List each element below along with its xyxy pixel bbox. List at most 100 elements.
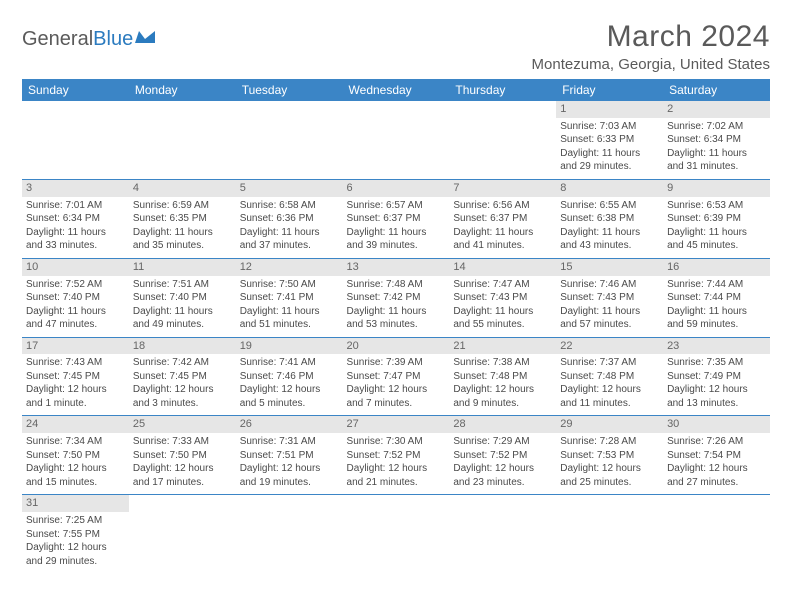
daylight-line-1: Daylight: 12 hours [347, 383, 446, 397]
daylight-line-1: Daylight: 12 hours [26, 541, 125, 555]
daylight-line-1: Daylight: 12 hours [667, 462, 766, 476]
sunrise-line: Sunrise: 6:56 AM [453, 199, 552, 213]
calendar-day-cell: 15Sunrise: 7:46 AMSunset: 7:43 PMDayligh… [556, 258, 663, 337]
daylight-line-1: Daylight: 12 hours [453, 383, 552, 397]
daylight-line-2: and 29 minutes. [560, 160, 659, 174]
calendar-day-cell: 31 Sunrise: 7:25 AMSunset: 7:55 PMDayligh… [22, 495, 129, 573]
calendar-day-cell: 8Sunrise: 6:55 AMSunset: 6:38 PMDaylight… [556, 179, 663, 258]
daylight-line-1: Daylight: 11 hours [133, 226, 232, 240]
day-number: 19 [236, 338, 343, 355]
calendar-day-cell: 26Sunrise: 7:31 AMSunset: 7:51 PMDayligh… [236, 416, 343, 495]
calendar-day-cell: 20Sunrise: 7:39 AMSunset: 7:47 PMDayligh… [343, 337, 450, 416]
sunset-line: Sunset: 6:39 PM [667, 212, 766, 226]
sunset-line: Sunset: 7:45 PM [26, 370, 125, 384]
calendar-day-cell [129, 101, 236, 179]
sunset-line: Sunset: 7:43 PM [560, 291, 659, 305]
day-header: Friday [556, 79, 663, 101]
sunset-line: Sunset: 7:52 PM [453, 449, 552, 463]
calendar-day-cell: 25 Sunrise: 7:33 AMSunset: 7:50 PMDayligh… [129, 416, 236, 495]
day-header: Sunday [22, 79, 129, 101]
sunrise-line: Sunrise: 7:34 AM [26, 435, 125, 449]
sunset-line: Sunset: 7:55 PM [26, 528, 125, 542]
daylight-line-1: Daylight: 11 hours [667, 305, 766, 319]
sunset-line: Sunset: 6:37 PM [347, 212, 446, 226]
day-number: 16 [663, 259, 770, 276]
day-number: 4 [129, 180, 236, 197]
sunset-line: Sunset: 7:50 PM [26, 449, 125, 463]
sunset-line: Sunset: 6:33 PM [560, 133, 659, 147]
sunrise-line: Sunrise: 7:46 AM [560, 278, 659, 292]
sunset-line: Sunset: 6:37 PM [453, 212, 552, 226]
sunrise-line: Sunrise: 7:37 AM [560, 356, 659, 370]
daylight-line-1: Daylight: 11 hours [240, 305, 339, 319]
sunrise-line: Sunrise: 7:33 AM [133, 435, 232, 449]
day-number: 31 [22, 495, 129, 512]
day-number: 17 [22, 338, 129, 355]
sunset-line: Sunset: 7:48 PM [560, 370, 659, 384]
daylight-line-1: Daylight: 11 hours [26, 305, 125, 319]
calendar-day-cell [22, 101, 129, 179]
daylight-line-1: Daylight: 12 hours [453, 462, 552, 476]
daylight-line-1: Daylight: 12 hours [133, 462, 232, 476]
calendar-day-cell: 14Sunrise: 7:47 AMSunset: 7:43 PMDayligh… [449, 258, 556, 337]
sunset-line: Sunset: 6:36 PM [240, 212, 339, 226]
calendar-week-row: 17Sunrise: 7:43 AMSunset: 7:45 PM Dayligh… [22, 337, 770, 416]
calendar-day-cell: 5Sunrise: 6:58 AMSunset: 6:36 PMDaylight… [236, 179, 343, 258]
calendar-day-cell: 28Sunrise: 7:29 AMSunset: 7:52 PMDayligh… [449, 416, 556, 495]
calendar-day-cell [129, 495, 236, 573]
daylight-line-2: and 45 minutes. [667, 239, 766, 253]
calendar-day-cell: 24Sunrise: 7:34 AMSunset: 7:50 PMDayligh… [22, 416, 129, 495]
daylight-line-2: and 9 minutes. [453, 397, 552, 411]
day-number: 25 [129, 416, 236, 433]
sunrise-line: Sunrise: 7:31 AM [240, 435, 339, 449]
calendar-day-cell: 1Sunrise: 7:03 AMSunset: 6:33 PMDaylight… [556, 101, 663, 179]
calendar-day-cell: 30Sunrise: 7:26 AMSunset: 7:54 PMDayligh… [663, 416, 770, 495]
calendar-day-cell: 29Sunrise: 7:28 AMSunset: 7:53 PMDayligh… [556, 416, 663, 495]
sunrise-line: Sunrise: 7:25 AM [26, 514, 125, 528]
calendar-week-row: 31 Sunrise: 7:25 AMSunset: 7:55 PMDayligh… [22, 495, 770, 573]
day-number: 2 [663, 101, 770, 118]
day-header: Monday [129, 79, 236, 101]
calendar-week-row: 24Sunrise: 7:34 AMSunset: 7:50 PMDayligh… [22, 416, 770, 495]
sunset-line: Sunset: 7:48 PM [453, 370, 552, 384]
sunset-line: Sunset: 7:53 PM [560, 449, 659, 463]
day-number: 15 [556, 259, 663, 276]
calendar-week-row: 3Sunrise: 7:01 AMSunset: 6:34 PMDaylight… [22, 179, 770, 258]
logo-flag-icon [135, 28, 157, 51]
daylight-line-2: and 33 minutes. [26, 239, 125, 253]
daylight-line-1: Daylight: 11 hours [240, 226, 339, 240]
sunrise-line: Sunrise: 7:30 AM [347, 435, 446, 449]
daylight-line-1: Daylight: 11 hours [347, 226, 446, 240]
day-number: 11 [129, 259, 236, 276]
day-number: 30 [663, 416, 770, 433]
day-number: 5 [236, 180, 343, 197]
month-title: March 2024 [532, 20, 770, 54]
day-number: 21 [449, 338, 556, 355]
daylight-line-2: and 29 minutes. [26, 555, 125, 569]
calendar-page: GeneralBlue March 2024 Montezuma, Georgi… [0, 0, 792, 593]
calendar-day-cell [236, 101, 343, 179]
sunrise-line: Sunrise: 7:48 AM [347, 278, 446, 292]
sunrise-line: Sunrise: 7:01 AM [26, 199, 125, 213]
calendar-day-cell [236, 495, 343, 573]
sunrise-line: Sunrise: 7:28 AM [560, 435, 659, 449]
daylight-line-2: and 7 minutes. [347, 397, 446, 411]
calendar-day-cell [449, 495, 556, 573]
daylight-line-1: Daylight: 11 hours [453, 305, 552, 319]
calendar-day-cell [343, 101, 450, 179]
day-header: Wednesday [343, 79, 450, 101]
calendar-day-cell: 17Sunrise: 7:43 AMSunset: 7:45 PMDayligh… [22, 337, 129, 416]
daylight-line-2: and 15 minutes. [26, 476, 125, 490]
daylight-line-1: Daylight: 12 hours [667, 383, 766, 397]
sunset-line: Sunset: 7:50 PM [133, 449, 232, 463]
sunset-line: Sunset: 6:34 PM [667, 133, 766, 147]
day-number: 14 [449, 259, 556, 276]
sunrise-line: Sunrise: 7:47 AM [453, 278, 552, 292]
sunrise-line: Sunrise: 7:43 AM [26, 356, 125, 370]
sunrise-line: Sunrise: 7:52 AM [26, 278, 125, 292]
daylight-line-1: Daylight: 11 hours [133, 305, 232, 319]
logo: GeneralBlue [22, 28, 157, 51]
sunrise-line: Sunrise: 6:59 AM [133, 199, 232, 213]
daylight-line-1: Daylight: 11 hours [667, 147, 766, 161]
sunrise-line: Sunrise: 7:26 AM [667, 435, 766, 449]
